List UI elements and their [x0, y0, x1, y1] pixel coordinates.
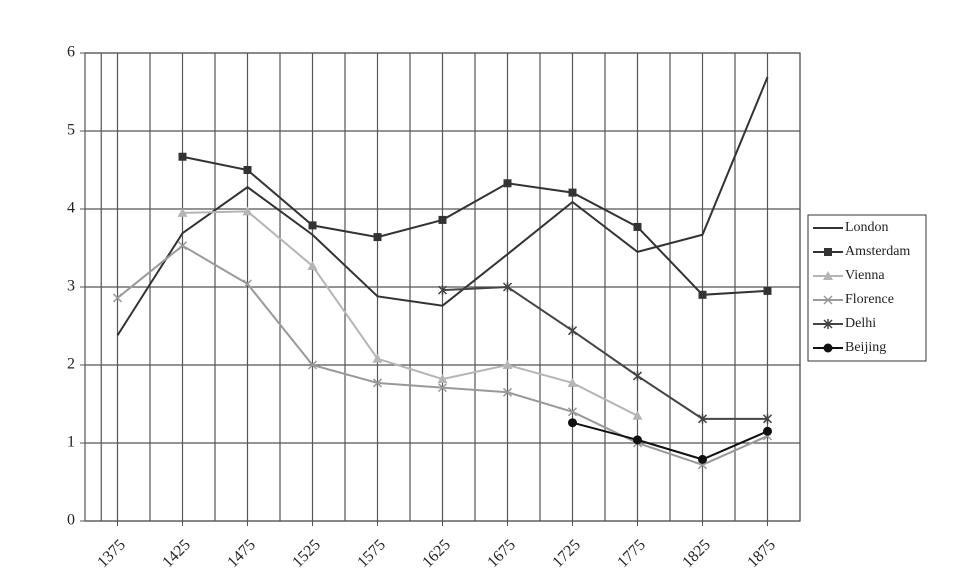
marker — [824, 248, 832, 256]
y-tick-label: 5 — [67, 122, 75, 139]
x-tick-label: 1375 — [94, 536, 129, 571]
marker — [823, 271, 833, 280]
marker — [373, 233, 382, 242]
marker — [567, 377, 578, 387]
marker — [502, 387, 513, 397]
marker — [823, 295, 833, 305]
marker — [437, 383, 448, 393]
marker — [177, 207, 188, 217]
marker — [437, 374, 448, 384]
marker — [437, 285, 448, 296]
series-line — [116, 76, 769, 336]
y-tick-label: 2 — [67, 356, 75, 373]
legend-label: London — [845, 220, 889, 235]
marker — [178, 152, 187, 161]
marker — [243, 166, 252, 174]
legend-label: Amsterdam — [845, 244, 910, 259]
marker — [632, 370, 643, 381]
marker — [307, 260, 318, 270]
marker — [762, 413, 773, 424]
x-tick-label: 1475 — [224, 536, 259, 571]
marker — [698, 290, 707, 299]
marker — [438, 215, 447, 224]
x-tick-label: 1825 — [679, 536, 714, 571]
marker — [308, 221, 317, 230]
legend-label: Florence — [845, 292, 894, 307]
marker — [567, 325, 578, 336]
marker — [372, 378, 383, 388]
marker — [567, 407, 578, 417]
marker — [568, 418, 577, 428]
marker — [502, 360, 513, 369]
x-tick-label: 1775 — [614, 536, 649, 571]
y-tick-label: 6 — [67, 44, 75, 61]
marker — [372, 353, 383, 363]
x-tick-label: 1625 — [419, 536, 454, 571]
y-tick-label: 4 — [67, 200, 75, 217]
marker — [697, 413, 708, 424]
marker — [632, 410, 643, 420]
series-line — [182, 210, 638, 417]
marker — [633, 435, 642, 445]
legend: London Amsterdam Vienna Florence Delhi Beijin… — [807, 214, 927, 362]
marker — [112, 293, 123, 303]
marker — [503, 179, 512, 188]
marker — [763, 426, 772, 436]
legend-label: Delhi — [845, 316, 876, 331]
series-line — [182, 155, 768, 296]
marker — [242, 206, 253, 216]
series-line — [572, 421, 768, 461]
x-tick-label: 1575 — [354, 536, 389, 571]
marker — [307, 360, 318, 370]
marker — [242, 279, 253, 289]
marker — [698, 454, 707, 464]
x-tick-label: 1425 — [159, 536, 194, 571]
marker — [568, 188, 577, 197]
marker — [823, 343, 833, 353]
legend-box — [807, 214, 927, 362]
x-tick-label: 1525 — [289, 536, 324, 571]
legend-label: Beijing — [845, 340, 886, 355]
marker — [502, 282, 513, 292]
y-tick-label: 0 — [67, 512, 75, 529]
legend-label: Vienna — [845, 268, 885, 283]
marker — [633, 222, 642, 231]
marker — [177, 241, 188, 251]
series-line — [442, 285, 768, 420]
marker — [823, 319, 833, 329]
x-tick-label: 1675 — [484, 536, 519, 571]
y-tick-label: 1 — [67, 434, 75, 451]
y-tick-label: 3 — [67, 278, 75, 295]
marker — [763, 286, 772, 295]
x-tick-label: 1875 — [744, 536, 779, 571]
x-tick-label: 1725 — [549, 536, 584, 571]
